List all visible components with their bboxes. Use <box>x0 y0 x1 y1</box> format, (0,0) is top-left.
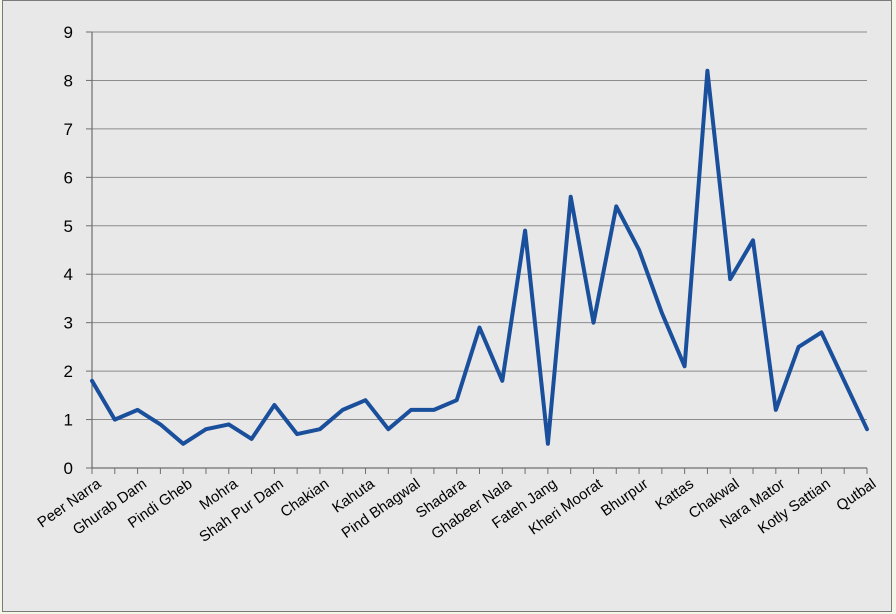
y-tick-label: 9 <box>64 23 73 42</box>
data-point <box>774 408 778 412</box>
data-point <box>660 311 664 315</box>
data-point <box>614 204 618 208</box>
series-line <box>90 68 869 446</box>
data-point <box>728 277 732 281</box>
x-tick-label: Pind Bhagwal <box>339 475 424 542</box>
data-point <box>865 427 869 431</box>
y-tick-label: 8 <box>64 71 73 90</box>
y-tick-label: 0 <box>64 459 73 478</box>
y-tick-label: 4 <box>64 265 73 284</box>
data-point <box>637 248 641 252</box>
data-point <box>569 195 573 199</box>
y-tick-label: 5 <box>64 217 73 236</box>
data-point <box>341 408 345 412</box>
data-point <box>500 379 504 383</box>
data-point <box>432 408 436 412</box>
data-point <box>204 427 208 431</box>
axes <box>86 31 868 474</box>
y-tick-label: 7 <box>64 120 73 139</box>
data-point <box>705 69 709 73</box>
data-point <box>842 379 846 383</box>
x-tick-label: Chakian <box>277 475 332 520</box>
data-point <box>386 427 390 431</box>
data-point <box>181 442 185 446</box>
y-tick-labels: 0 1 2 3 4 5 6 7 8 9 <box>64 23 73 478</box>
data-point <box>409 408 413 412</box>
data-point <box>158 422 162 426</box>
data-point <box>751 238 755 242</box>
series <box>90 68 869 446</box>
data-point <box>455 398 459 402</box>
data-point <box>250 437 254 441</box>
x-tick-label: Qutbal <box>833 475 879 514</box>
data-point <box>546 442 550 446</box>
data-point <box>136 408 140 412</box>
data-point <box>797 345 801 349</box>
x-tick-label: Bhurpur <box>598 475 651 520</box>
y-tick-label: 6 <box>64 168 73 187</box>
data-point <box>523 229 527 233</box>
data-point <box>591 321 595 325</box>
data-point <box>819 330 823 334</box>
y-tick-label: 2 <box>64 362 73 381</box>
data-point <box>272 403 276 407</box>
data-point <box>478 326 481 330</box>
data-point <box>90 379 94 383</box>
y-tick-label: 3 <box>64 314 73 333</box>
gridlines <box>92 31 867 421</box>
data-point <box>364 398 368 402</box>
data-point <box>683 364 687 368</box>
data-point <box>113 418 117 422</box>
y-tick-label: 1 <box>64 411 73 430</box>
data-point <box>318 427 322 431</box>
data-point <box>295 432 299 436</box>
data-point <box>227 422 231 426</box>
